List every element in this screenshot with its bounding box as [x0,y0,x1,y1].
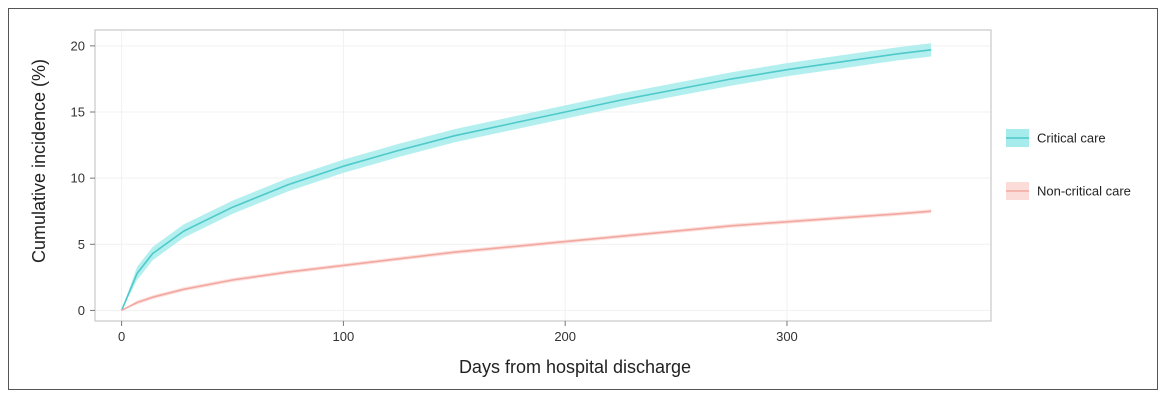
y-tick-label: 20 [71,38,85,53]
legend: Critical care Non-critical care [1006,129,1131,200]
x-axis-title: Days from hospital discharge [459,357,691,377]
x-tick-label: 0 [118,329,125,344]
y-tick-label: 0 [78,303,85,318]
critical-care-line [120,49,932,311]
non-critical-care-legend-label: Non-critical care [1037,184,1131,199]
y-tick-label: 10 [71,171,85,186]
plot-area [94,29,992,322]
incidence-chart: 0 100 200 300 0 5 10 15 20 Days from hospital d… [29,29,1131,377]
critical-care-confidence-band [121,43,932,311]
chart-frame: 0 100 200 300 0 5 10 15 20 Days from hospital d… [8,8,1158,390]
confidence-bands [121,43,932,311]
x-tick-label: 300 [776,329,798,344]
y-tick-label: 15 [71,105,85,120]
grid-layer [95,30,991,321]
y-axis: 0 5 10 15 20 [71,38,95,318]
critical-care-legend-label: Critical care [1037,131,1106,146]
x-tick-label: 200 [554,329,576,344]
y-axis-title: Cumulative incidence (%) [29,59,49,263]
y-tick-label: 5 [78,237,85,252]
x-axis: 0 100 200 300 [118,321,798,344]
series-lines [120,49,932,312]
non-critical-care-confidence-band [121,209,932,311]
x-tick-label: 100 [333,329,355,344]
non-critical-care-line [121,210,932,312]
